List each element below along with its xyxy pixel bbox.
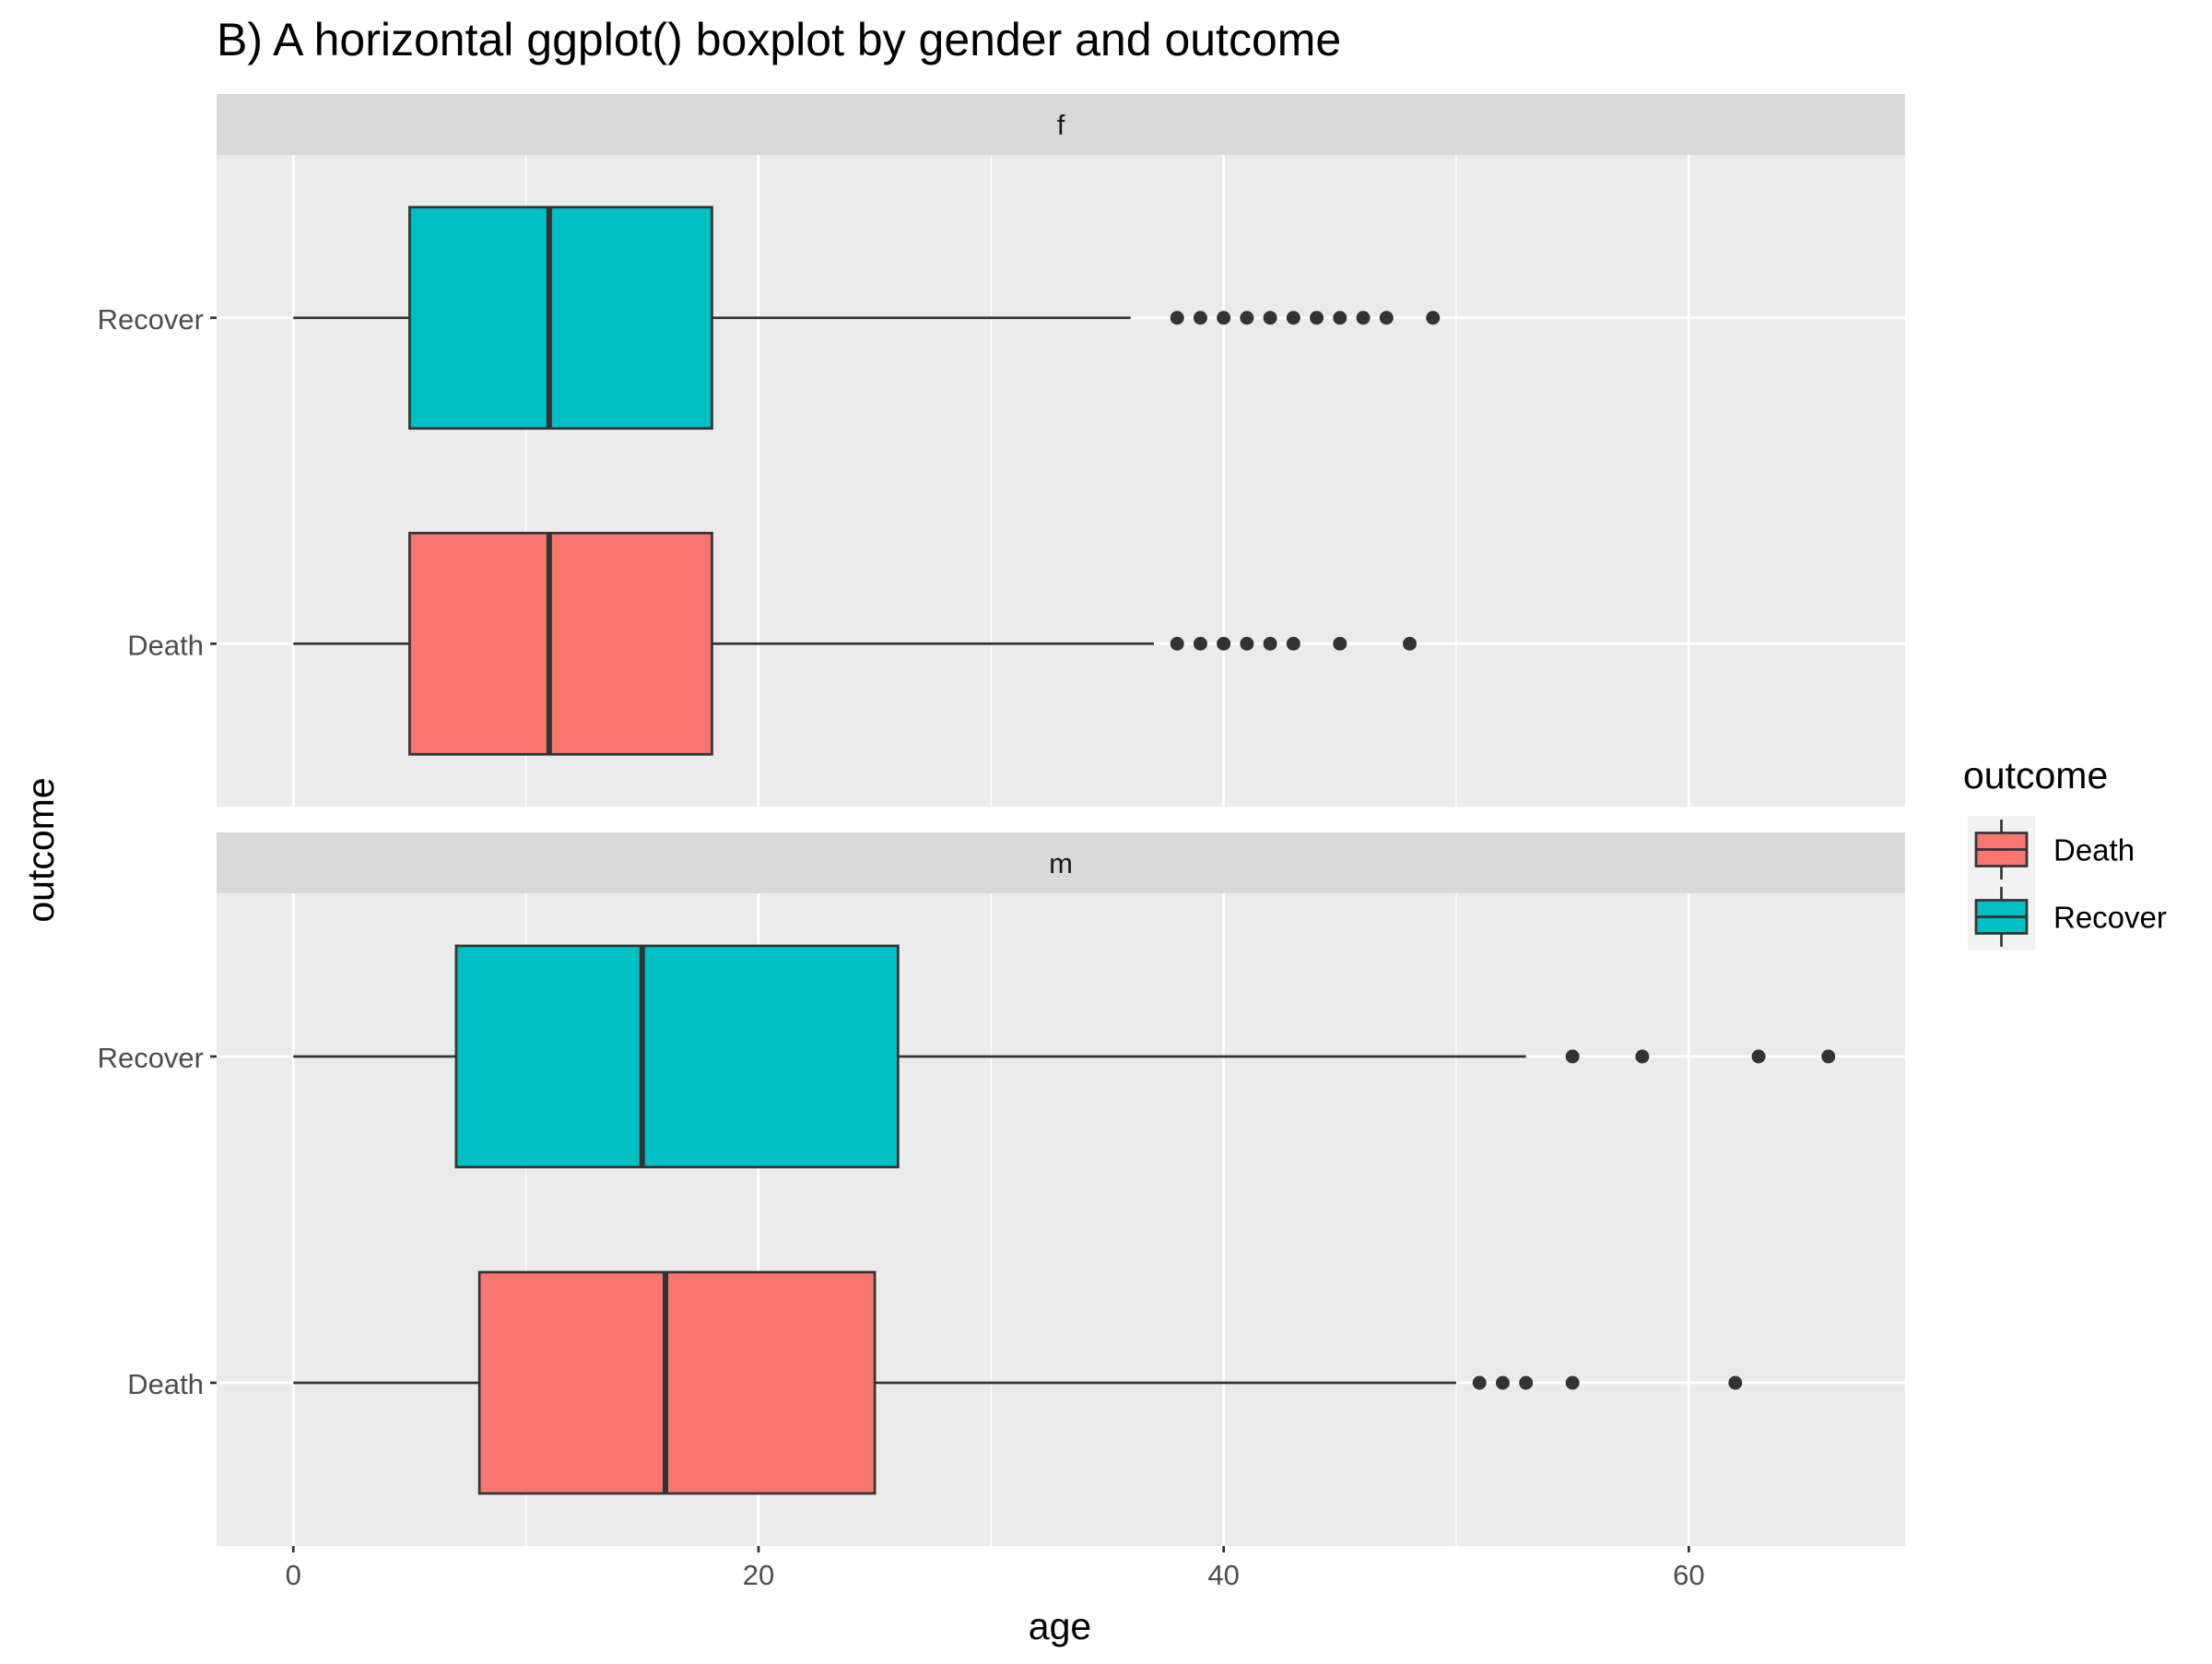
outlier-point bbox=[1379, 311, 1394, 325]
legend-label: Recover bbox=[2053, 901, 2167, 935]
facets: f Recover Death m Recover Death bbox=[98, 94, 1905, 1546]
y-tick-label: Death bbox=[127, 1368, 204, 1400]
outlier-point bbox=[1263, 636, 1277, 651]
outlier-point bbox=[1519, 1375, 1534, 1390]
boxplot-recover bbox=[293, 206, 1441, 431]
y-tick-label: Death bbox=[127, 629, 204, 661]
outlier-point bbox=[1333, 311, 1347, 325]
outlier-point bbox=[1170, 636, 1184, 651]
outlier-point bbox=[1240, 311, 1254, 325]
box bbox=[408, 206, 713, 431]
legend: outcome Death Recover bbox=[1963, 754, 2167, 950]
legend-item-death: Death bbox=[1974, 820, 2135, 879]
legend-title: outcome bbox=[1963, 754, 2108, 797]
x-axis-label: age bbox=[1029, 1605, 1091, 1647]
facet-strip bbox=[217, 832, 1905, 893]
y-axis-label: outcome bbox=[19, 777, 62, 922]
boxplot-death bbox=[293, 1270, 1743, 1495]
boxplot-recover bbox=[293, 944, 1836, 1169]
outlier-point bbox=[1821, 1049, 1836, 1064]
outlier-point bbox=[1286, 311, 1300, 325]
outlier-point bbox=[1217, 311, 1231, 325]
facet-strip-label: m bbox=[1049, 847, 1073, 879]
outlier-point bbox=[1193, 636, 1207, 651]
outlier-point bbox=[1286, 636, 1300, 651]
x-axis: 0 20 40 60 bbox=[286, 1546, 1705, 1591]
outlier-point bbox=[1333, 636, 1347, 651]
legend-label: Death bbox=[2053, 833, 2135, 867]
facet-strip bbox=[217, 94, 1905, 155]
outlier-point bbox=[1170, 311, 1184, 325]
x-tick-label: 0 bbox=[286, 1559, 301, 1591]
outlier-point bbox=[1751, 1049, 1766, 1064]
legend-item-recover: Recover bbox=[1974, 887, 2167, 947]
chart-title: B) A horizontal ggplot() boxplot by gend… bbox=[217, 14, 1341, 65]
box bbox=[454, 944, 900, 1169]
outlier-point bbox=[1310, 311, 1324, 325]
facet-panel-f: f Recover Death bbox=[98, 94, 1905, 807]
outlier-point bbox=[1565, 1375, 1580, 1390]
outlier-point bbox=[1193, 311, 1207, 325]
facet-panel-m: m Recover Death bbox=[98, 832, 1905, 1546]
y-tick-label: Recover bbox=[98, 1042, 204, 1074]
outlier-point bbox=[1217, 636, 1231, 651]
box bbox=[477, 1270, 877, 1495]
boxplot-death bbox=[293, 531, 1418, 756]
box bbox=[408, 531, 713, 756]
outlier-point bbox=[1728, 1375, 1743, 1390]
outlier-point bbox=[1472, 1375, 1487, 1390]
outlier-point bbox=[1635, 1049, 1650, 1064]
outlier-point bbox=[1263, 311, 1277, 325]
x-tick-label: 20 bbox=[743, 1559, 774, 1591]
outlier-point bbox=[1356, 311, 1371, 325]
outlier-point bbox=[1426, 311, 1441, 325]
outlier-point bbox=[1495, 1375, 1510, 1390]
outlier-point bbox=[1403, 636, 1418, 651]
outlier-point bbox=[1240, 636, 1254, 651]
facet-strip-label: f bbox=[1057, 109, 1065, 141]
y-tick-label: Recover bbox=[98, 303, 204, 336]
outlier-point bbox=[1565, 1049, 1580, 1064]
x-tick-label: 40 bbox=[1207, 1559, 1239, 1591]
x-tick-label: 60 bbox=[1673, 1559, 1704, 1591]
